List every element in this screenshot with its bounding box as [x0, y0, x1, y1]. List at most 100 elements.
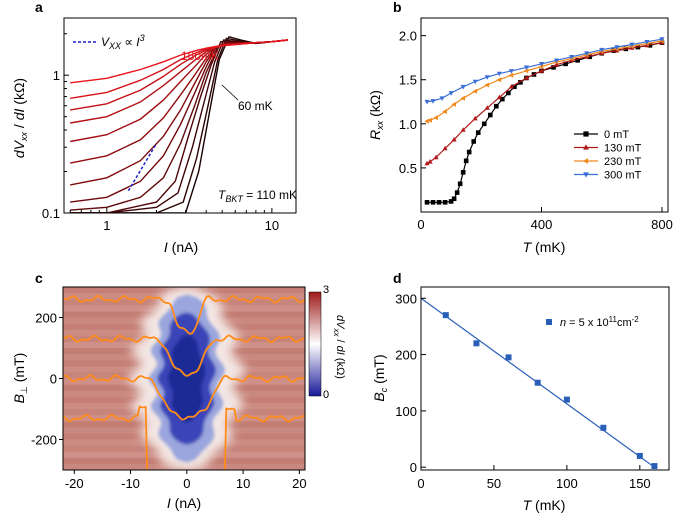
bc-point	[651, 463, 658, 470]
legend-label: 230 mT	[604, 156, 642, 168]
panel-a-ylabel: dVxx / dI (kΩ)	[11, 78, 29, 158]
rt-point-0mT	[454, 190, 460, 195]
rt-point-300mT	[472, 79, 478, 85]
rt-point-130mT	[424, 160, 430, 166]
x-tick-label: 400	[531, 217, 553, 232]
rt-point-0mT	[442, 200, 448, 205]
rt-point-300mT	[508, 69, 514, 74]
rt-point-300mT	[659, 37, 665, 42]
bc-point	[473, 340, 480, 347]
rt-point-300mT	[614, 45, 620, 50]
panel-b-ylabel: Rxx (kΩ)	[367, 90, 385, 140]
rt-point-300mT	[424, 99, 430, 105]
x-tick-label: 0	[417, 476, 424, 491]
legend-swatch-marker	[583, 172, 589, 178]
rt-point-130mT	[433, 154, 439, 160]
rt-point-0mT	[551, 65, 556, 70]
panel-d-frame	[420, 286, 670, 471]
x-tick-label: -20	[65, 476, 84, 491]
rt-point-0mT	[448, 199, 454, 204]
x-tick-label: 0	[417, 217, 424, 232]
bc-point	[600, 424, 607, 431]
panel-d-ticks: 0 50 100 150 0 100 200 300	[395, 291, 650, 491]
rt-point-130mT	[508, 84, 514, 89]
y-tick-label: 100	[395, 404, 417, 419]
iv-curve-60mK	[70, 35, 288, 213]
rt-point-300mT	[629, 42, 635, 48]
rt-point-0mT	[518, 80, 523, 85]
rt-point-300mT	[439, 96, 445, 101]
colorbar-tick-max: 3	[323, 284, 329, 296]
bc-point	[563, 396, 570, 403]
rt-point-230mT	[433, 115, 438, 121]
y-tick-label: 0.5	[399, 161, 417, 176]
y-tick-label: 1.0	[399, 117, 417, 132]
rt-point-300mT	[539, 62, 544, 67]
rt-point-300mT	[496, 71, 502, 77]
panel-b-ticks: 0 400 800 0.5 1.0 1.5 2.0	[399, 29, 673, 232]
rt-point-230mT	[472, 88, 478, 94]
panel-c: -20 -10 0 10 20 -200 0 200 3 0 dVxx / dI (kΩ) I…	[11, 284, 346, 511]
panel-a: 1 10 0.1 1 VXX ∝ I3 160mK 60 mK TBKT = 110 …	[11, 17, 297, 255]
rt-point-0mT	[463, 158, 469, 164]
rt-point-0mT	[494, 103, 499, 109]
bc-point	[505, 354, 512, 361]
x-tick-label: 20	[292, 476, 306, 491]
panel-letter-c: c	[35, 270, 43, 286]
panel-a-frame	[63, 17, 297, 214]
rt-point-0mT	[424, 200, 430, 205]
rt-point-230mT	[523, 68, 529, 74]
y-tick-label: -200	[31, 433, 57, 448]
rt-point-130mT	[451, 136, 457, 142]
panel-a-ticks: 1 10 0.1 1	[42, 33, 279, 233]
x-tick-label: 150	[629, 476, 651, 491]
rt-point-0mT	[563, 61, 568, 67]
rt-point-0mT	[471, 139, 477, 144]
x-tick-label: 100	[556, 476, 578, 491]
rt-point-230mT	[427, 117, 432, 123]
y-tick-label: 0	[50, 372, 57, 387]
x-tick-label: -10	[121, 476, 140, 491]
panel-b-xlabel: T (mK)	[523, 239, 566, 255]
legend-label: 130 mT	[604, 143, 642, 155]
y-tick-label: 0.1	[42, 206, 60, 221]
bc-point	[442, 312, 449, 319]
rt-point-0mT	[430, 200, 436, 205]
panel-c-ylabel: B⊥ (mT)	[11, 353, 29, 404]
legend-swatch-marker	[583, 131, 589, 137]
rt-point-300mT	[448, 91, 454, 96]
rt-point-300mT	[460, 84, 466, 90]
panel-letter-b: b	[393, 0, 402, 15]
rt-point-0mT	[506, 90, 511, 96]
y-tick-label: 200	[395, 348, 417, 363]
rt-point-300mT	[523, 65, 529, 71]
rt-point-300mT	[644, 40, 650, 45]
x-tick-label: 50	[487, 476, 501, 491]
panel-a-pointer-60mK	[221, 84, 239, 101]
x-tick-label: 800	[651, 217, 673, 232]
rt-point-300mT	[569, 55, 575, 60]
rt-point-230mT	[508, 72, 514, 78]
bc-point	[534, 379, 541, 386]
rt-point-230mT	[424, 118, 429, 124]
linecut-260mT	[63, 294, 305, 335]
rt-point-130mT	[496, 94, 502, 100]
panel-c-ticks: -20 -10 0 10 20 -200 0 200	[31, 311, 307, 492]
rt-point-300mT	[430, 99, 436, 104]
linecut-0mT	[63, 374, 305, 421]
panel-a-xlabel: I (nA)	[164, 239, 198, 255]
rt-point-300mT	[584, 51, 590, 56]
panel-a-label-tbkt: TBKT = 110 mK	[218, 188, 297, 204]
rt-point-230mT	[496, 77, 502, 83]
panel-a-label-60mK: 60 mK	[238, 99, 273, 113]
heatmap-linecuts	[63, 294, 305, 470]
rt-point-0mT	[512, 84, 517, 90]
rt-point-300mT	[484, 75, 490, 80]
rt-point-0mT	[466, 149, 472, 155]
colorbar	[308, 291, 322, 397]
panel-a-label-160mK: 160mK	[181, 49, 219, 63]
y-tick-label: 1.5	[399, 73, 417, 88]
x-tick-label: 0	[183, 476, 190, 491]
